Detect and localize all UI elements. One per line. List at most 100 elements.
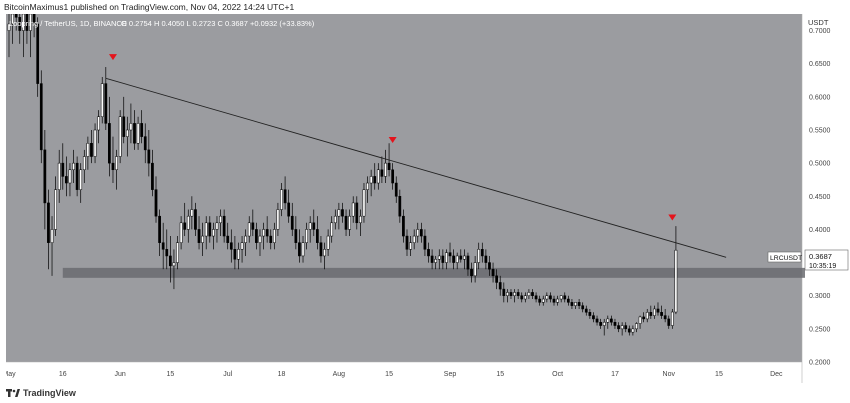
candle[interactable] <box>104 67 108 130</box>
candle[interactable] <box>269 229 273 250</box>
candle[interactable] <box>620 322 624 336</box>
candle[interactable] <box>402 209 405 243</box>
candle[interactable] <box>538 295 542 306</box>
candle[interactable] <box>280 183 283 217</box>
candle[interactable] <box>276 202 280 237</box>
candle[interactable] <box>147 130 151 177</box>
candle[interactable] <box>405 229 409 256</box>
candle[interactable] <box>54 176 57 237</box>
candle[interactable] <box>208 216 212 243</box>
candle[interactable] <box>391 163 395 190</box>
candle[interactable] <box>466 252 470 276</box>
candle[interactable] <box>549 292 552 303</box>
candle[interactable] <box>348 209 351 237</box>
candle[interactable] <box>222 209 226 243</box>
candle[interactable] <box>570 299 574 309</box>
candle[interactable] <box>100 76 104 124</box>
candle[interactable] <box>384 149 387 184</box>
candle[interactable] <box>215 216 219 243</box>
candle[interactable] <box>373 163 377 190</box>
candle[interactable] <box>183 202 187 237</box>
candle[interactable] <box>545 292 549 303</box>
candle[interactable] <box>133 110 136 150</box>
candle[interactable] <box>82 149 86 184</box>
candle[interactable] <box>90 130 93 164</box>
candle[interactable] <box>448 242 452 263</box>
candle[interactable] <box>667 315 671 329</box>
candle[interactable] <box>610 315 613 326</box>
candle[interactable] <box>240 236 244 263</box>
candle[interactable] <box>287 189 291 223</box>
candle[interactable] <box>197 216 201 250</box>
candle[interactable] <box>344 209 348 237</box>
candle[interactable] <box>129 103 133 144</box>
candle[interactable] <box>312 209 316 237</box>
candle[interactable] <box>315 216 319 250</box>
candle[interactable] <box>513 289 516 303</box>
candle[interactable] <box>441 249 445 270</box>
candle[interactable] <box>341 202 344 223</box>
candle[interactable] <box>602 318 606 336</box>
candle[interactable] <box>592 312 595 323</box>
candle[interactable] <box>645 308 649 323</box>
candle[interactable] <box>212 222 215 250</box>
candle[interactable] <box>599 318 602 329</box>
candle[interactable] <box>642 312 646 323</box>
candle[interactable] <box>233 236 237 270</box>
candle[interactable] <box>111 136 115 184</box>
candle[interactable] <box>72 149 75 184</box>
candle[interactable] <box>301 236 305 263</box>
candle[interactable] <box>523 292 527 303</box>
candle[interactable] <box>190 196 194 230</box>
candle[interactable] <box>143 123 147 164</box>
candle[interactable] <box>290 202 294 237</box>
candle[interactable] <box>21 13 25 58</box>
candle[interactable] <box>75 156 79 197</box>
candle[interactable] <box>552 295 556 306</box>
candle[interactable] <box>480 242 484 263</box>
candle[interactable] <box>165 229 169 270</box>
candle[interactable] <box>416 222 420 243</box>
candle[interactable] <box>613 318 617 329</box>
candle[interactable] <box>488 255 491 276</box>
candle[interactable] <box>506 289 509 303</box>
candle[interactable] <box>319 236 323 263</box>
candle[interactable] <box>516 289 520 300</box>
candle[interactable] <box>502 282 506 303</box>
candle[interactable] <box>172 249 176 290</box>
descending-resistance-line[interactable] <box>105 77 727 258</box>
candle[interactable] <box>237 242 240 270</box>
candle[interactable] <box>563 292 567 303</box>
candle[interactable] <box>663 308 667 323</box>
candle[interactable] <box>308 216 312 243</box>
candle[interactable] <box>7 14 11 58</box>
candle[interactable] <box>588 308 592 319</box>
candle[interactable] <box>624 322 628 333</box>
candle[interactable] <box>355 196 359 230</box>
candle[interactable] <box>265 216 269 243</box>
candle[interactable] <box>136 116 140 150</box>
candle[interactable] <box>376 163 380 190</box>
candle[interactable] <box>251 209 255 237</box>
candle[interactable] <box>527 289 531 300</box>
candle[interactable] <box>219 209 222 237</box>
candle[interactable] <box>351 196 355 223</box>
candle[interactable] <box>330 216 334 243</box>
candle[interactable] <box>50 216 54 276</box>
candle[interactable] <box>14 13 18 31</box>
candle[interactable] <box>11 13 14 44</box>
candle[interactable] <box>430 249 434 270</box>
candle[interactable] <box>140 110 144 144</box>
candle[interactable] <box>154 176 158 223</box>
candle[interactable] <box>653 305 656 319</box>
candle[interactable] <box>509 289 513 300</box>
candle[interactable] <box>194 202 197 237</box>
candle[interactable] <box>617 322 620 333</box>
candle[interactable] <box>477 242 481 270</box>
candle[interactable] <box>161 222 165 270</box>
candle[interactable] <box>262 222 265 250</box>
candle[interactable] <box>423 229 427 256</box>
candle[interactable] <box>57 149 61 203</box>
candle[interactable] <box>115 149 118 190</box>
candle[interactable] <box>179 216 183 250</box>
